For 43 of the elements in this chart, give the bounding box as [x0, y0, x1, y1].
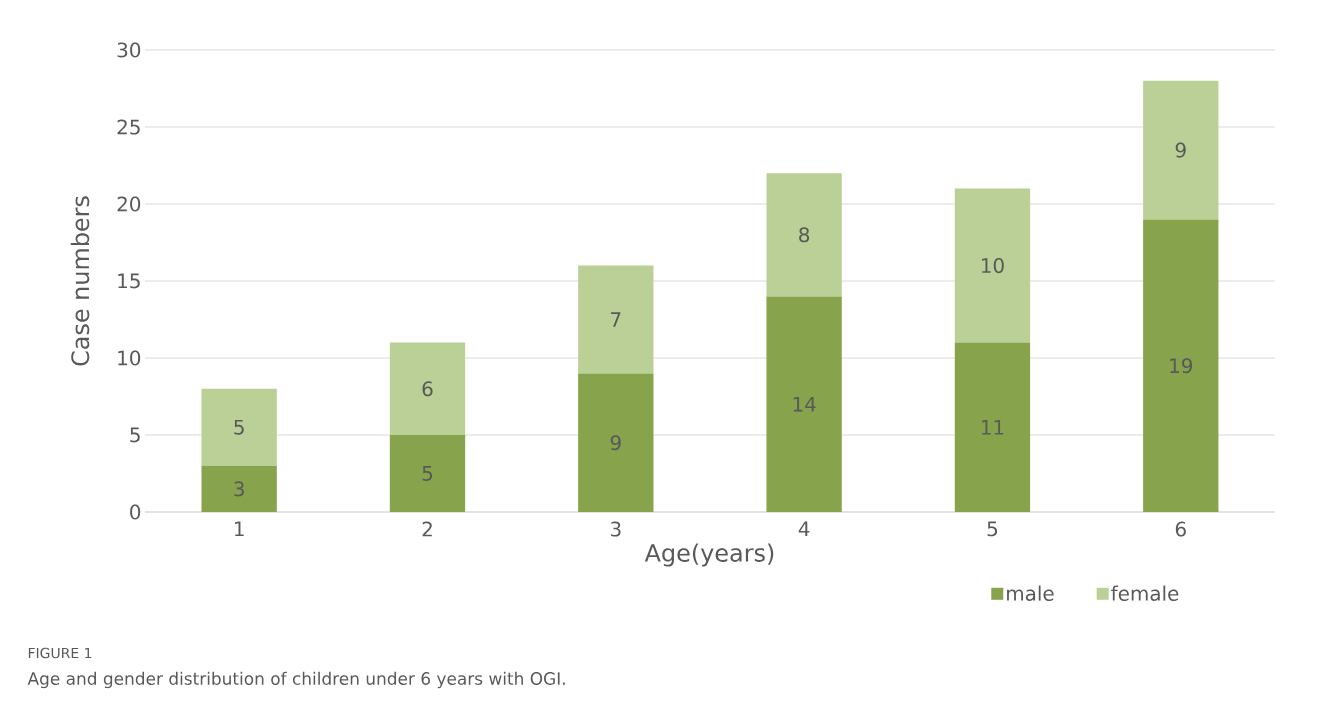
data-label: 8: [799, 227, 810, 243]
data-label: 3: [234, 481, 244, 497]
bar: [389, 435, 466, 512]
y-tick-label: 15: [118, 273, 140, 289]
x-tick-label: 4: [798, 521, 810, 537]
bar: [954, 342, 1031, 512]
y-tick-label: 10: [118, 350, 141, 366]
bar: [1143, 219, 1219, 512]
text: Age and gender distribution of children under 6 years with OGI.: [27, 671, 565, 689]
x-tick-label: 3: [610, 521, 621, 537]
x-tick-label: 2: [422, 521, 432, 537]
y-axis-title: Case numbers: [70, 196, 90, 366]
data-label: 5: [422, 466, 433, 481]
data-label: 5: [234, 419, 244, 435]
bar: [766, 296, 842, 512]
bar: [578, 373, 654, 512]
bar: [201, 388, 277, 466]
x-axis-title: Age(years): [644, 543, 774, 567]
y-tick-label: 25: [117, 119, 140, 135]
data-label: 11: [981, 420, 1004, 435]
data-label: 7: [611, 312, 621, 327]
bar: [201, 465, 277, 512]
data-label: 9: [610, 435, 621, 451]
bar: [578, 265, 654, 374]
y-tick-label: 0: [130, 504, 141, 520]
y-tick-label: 5: [130, 427, 140, 443]
x-tick-label: 1: [235, 521, 244, 537]
legend-label: female: [1111, 585, 1179, 601]
data-label: 9: [1175, 142, 1186, 158]
legend-label: male: [1007, 585, 1054, 601]
data-label: 14: [793, 396, 816, 412]
x-tick-label: 6: [1175, 521, 1186, 537]
bar: [1143, 80, 1219, 220]
y-tick-label: 30: [117, 42, 141, 58]
bar: [766, 173, 842, 297]
data-label: 19: [1170, 358, 1193, 374]
data-label: 10: [981, 258, 1004, 274]
x-tick-label: 5: [987, 521, 998, 537]
data-label: 6: [422, 381, 433, 397]
caption: FIGURE 1: [28, 647, 92, 659]
bar: [389, 342, 466, 435]
y-tick-label: 20: [117, 196, 141, 212]
bar: [954, 188, 1031, 343]
